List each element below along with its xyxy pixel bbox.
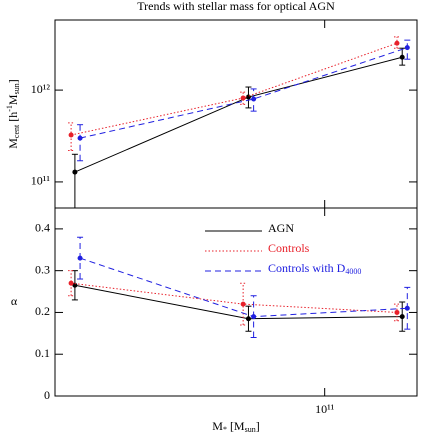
- series-line: [79, 47, 408, 139]
- data-point: [72, 169, 78, 175]
- data-point: [251, 314, 257, 320]
- series-line: [74, 284, 403, 320]
- data-point: [68, 132, 74, 138]
- legend-text: Controls with D: [268, 261, 346, 275]
- data-point: [394, 309, 400, 315]
- y-tick-label: 0.1: [35, 346, 50, 360]
- y-tick-label: 0.3: [35, 262, 50, 276]
- legend-label: Controls with D4000: [268, 261, 361, 276]
- data-point: [68, 280, 74, 286]
- error-bar: [68, 270, 75, 297]
- error-bar: [240, 282, 247, 326]
- plot-area: [68, 36, 411, 208]
- y-tick-label: 0.4: [35, 221, 50, 235]
- data-point: [77, 255, 83, 261]
- legend-text: AGN: [268, 221, 294, 235]
- chart-title: Trends with stellar mass for optical AGN: [137, 0, 335, 13]
- error-bar: [68, 122, 75, 151]
- error-bar: [77, 124, 84, 162]
- data-point: [72, 282, 78, 288]
- y-tick-label: 0.2: [35, 304, 50, 318]
- legend-text: Controls: [268, 241, 310, 255]
- x-axis-label: M* [Msun]: [212, 419, 259, 434]
- y-axis-label: α: [11, 294, 18, 308]
- data-point: [245, 316, 251, 322]
- plot-area: [68, 236, 411, 339]
- error-bar: [71, 153, 78, 208]
- legend-label: Controls: [268, 241, 310, 255]
- y-tick-label: 10¹²: [31, 82, 51, 96]
- data-point: [399, 314, 405, 320]
- x-tick-label: 10¹¹: [315, 402, 335, 416]
- data-point: [394, 40, 400, 46]
- y-tick-label: 10¹¹: [31, 174, 51, 188]
- data-point: [251, 96, 257, 102]
- error-bar: [240, 91, 247, 105]
- y-tick-label: 0: [44, 388, 50, 402]
- data-point: [404, 305, 410, 311]
- data-point: [399, 54, 405, 60]
- legend-label: AGN: [268, 221, 294, 235]
- error-bar: [393, 36, 400, 49]
- data-point: [77, 135, 83, 141]
- series-line: [71, 42, 398, 136]
- data-point: [240, 95, 246, 101]
- series-line: [71, 282, 398, 313]
- series-line: [74, 56, 403, 173]
- plot-frame: [54, 19, 418, 209]
- error-bar: [404, 39, 411, 60]
- data-point: [404, 45, 410, 51]
- legend-subscript: 4000: [345, 267, 361, 276]
- data-point: [240, 301, 246, 307]
- plot-frame: [54, 207, 418, 397]
- y-axis-label: Mcent [h-1Msun]: [5, 79, 21, 148]
